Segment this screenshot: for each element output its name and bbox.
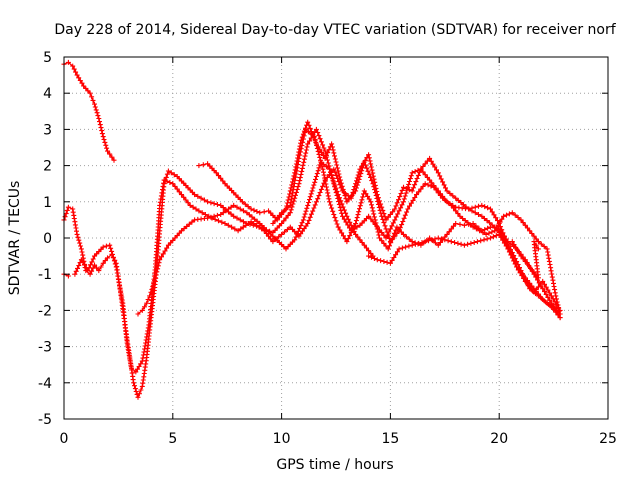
- y-tick-label: -2: [38, 303, 52, 319]
- y-tick-labels: 5 4 3 2 1 0 -1 -2 -3 -4 -5: [38, 50, 52, 428]
- x-tick-label: 20: [490, 431, 508, 447]
- y-tick-label: -1: [38, 267, 52, 283]
- data-markers: [72, 152, 563, 375]
- x-tick-label: 5: [168, 431, 177, 447]
- y-tick-label: 0: [43, 231, 52, 247]
- data-markers: [366, 231, 563, 321]
- series-sat-b: [61, 271, 71, 279]
- series-sat-a: [61, 59, 117, 163]
- data-markers: [135, 159, 376, 317]
- data-markers: [61, 59, 117, 163]
- chart-title: Day 228 of 2014, Sidereal Day-to-day VTE…: [54, 22, 616, 38]
- x-tick-label: 0: [60, 431, 69, 447]
- y-tick-label: 4: [43, 86, 52, 102]
- data-markers: [509, 239, 541, 281]
- series-sat-f: [196, 119, 563, 317]
- x-tick-label: 15: [381, 431, 399, 447]
- data-markers: [61, 126, 563, 400]
- x-tick-label: 25: [599, 431, 617, 447]
- series-sat-i: [509, 239, 541, 281]
- series-sat-h: [366, 231, 563, 321]
- x-tick-label: 10: [273, 431, 291, 447]
- series-sat-c: [61, 126, 563, 400]
- data-markers: [270, 126, 563, 317]
- series-sat-g: [270, 126, 563, 317]
- y-tick-label: -5: [38, 412, 52, 428]
- x-axis-label: GPS time / hours: [276, 457, 393, 473]
- data-series: [61, 59, 563, 400]
- series-line: [63, 128, 561, 398]
- series-line: [272, 128, 561, 315]
- series-sat-e: [135, 159, 376, 317]
- y-tick-label: 5: [43, 50, 52, 66]
- grid: [64, 57, 608, 419]
- x-tick-labels: 0 5 10 15 20 25: [60, 431, 617, 447]
- series-sat-d: [72, 152, 563, 375]
- y-axis-label: SDTVAR / TECUs: [7, 181, 23, 296]
- y-tick-label: -4: [38, 376, 52, 392]
- y-tick-label: -3: [38, 340, 52, 356]
- axis-ticks: [63, 56, 609, 420]
- data-markers: [196, 119, 563, 317]
- y-tick-label: 2: [43, 159, 52, 175]
- y-tick-label: 3: [43, 122, 52, 138]
- y-tick-label: 1: [43, 195, 52, 211]
